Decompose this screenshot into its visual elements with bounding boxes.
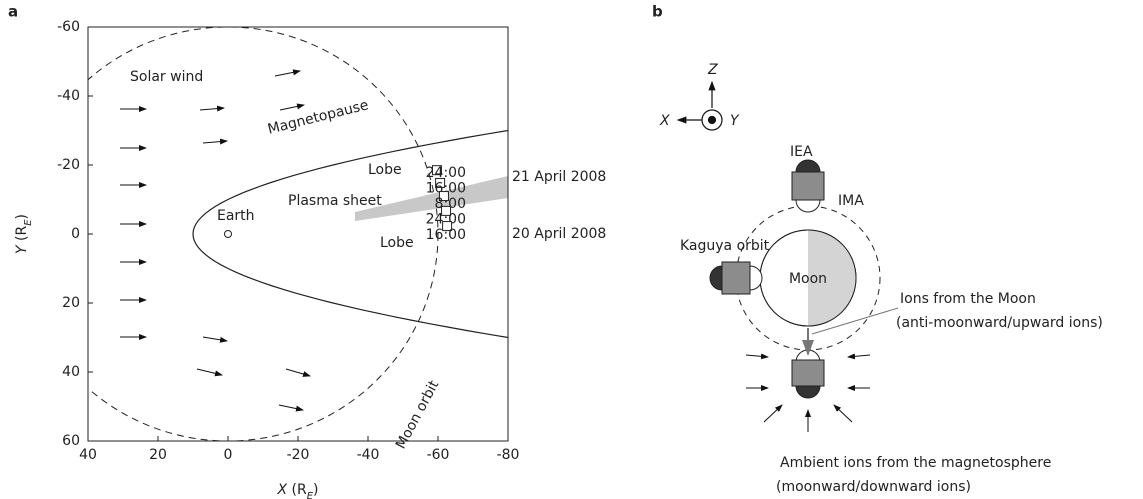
- annotation: Lobe: [368, 162, 402, 178]
- solar-wind-arrow: [279, 405, 303, 410]
- axis-y: Y: [730, 113, 740, 129]
- annotation: Plasma sheet: [288, 193, 382, 209]
- y-tick-label: 40: [62, 364, 80, 380]
- annotation: Magnetopause: [266, 97, 370, 138]
- earth: [225, 231, 232, 238]
- panel-label: a: [8, 3, 18, 21]
- axis-title-part: X: [276, 482, 287, 498]
- ambient-label: Ambient ions from the magnetosphere: [780, 455, 1051, 471]
- y-tick-label: 0: [71, 226, 80, 242]
- instrument-bottom: [792, 350, 824, 398]
- ions-moon-label: (anti-moonward/upward ions): [896, 315, 1103, 331]
- axes-glyph: [678, 82, 722, 130]
- solar-wind-arrow: [203, 141, 227, 143]
- x-tick-label: -80: [497, 447, 520, 463]
- iea-label: IEA: [790, 144, 813, 160]
- axis-z: Z: [707, 62, 718, 78]
- instrument-left: [710, 262, 762, 294]
- y-tick-label: -20: [57, 157, 80, 173]
- panel-label: b: [652, 3, 663, 21]
- ambient-label: (moonward/downward ions): [776, 479, 971, 495]
- x-tick-label: 0: [224, 447, 233, 463]
- axis-title-part: (R: [14, 226, 30, 246]
- y-tick-label: -60: [57, 19, 80, 35]
- ima-label: IMA: [838, 193, 864, 209]
- time-label: 24:00: [426, 165, 466, 181]
- instrument-top: [792, 160, 824, 212]
- figure: a b Z X Y Moon IEA IMA Kaguya orbit Ions…: [0, 0, 1143, 499]
- solar-wind-arrow: [200, 108, 224, 110]
- solar-wind-arrow: [197, 369, 222, 375]
- x-tick-label: 20: [149, 447, 167, 463]
- x_label-title: X (RE): [276, 482, 318, 499]
- magnetopause: [193, 96, 753, 372]
- solar-wind-arrow: [280, 105, 304, 110]
- solar-wind-arrow: [203, 337, 227, 341]
- orbit-label: Kaguya orbit: [680, 238, 770, 254]
- axis-title-part: ): [313, 482, 318, 498]
- x-tick-label: -40: [357, 447, 380, 463]
- solar-wind-arrow: [286, 369, 310, 376]
- y-tick-label: 20: [62, 295, 80, 311]
- solar-wind-arrow: [275, 71, 300, 76]
- annotation: Earth: [217, 208, 255, 224]
- x-tick-label: 40: [79, 447, 97, 463]
- axis-title-part: ): [14, 214, 30, 219]
- y-tick-label: 60: [62, 433, 80, 449]
- x-tick-label: -60: [427, 447, 450, 463]
- date-label: 21 April 2008: [512, 169, 606, 185]
- date-label: 20 April 2008: [512, 226, 606, 242]
- time-label: 16:00: [426, 227, 466, 243]
- annotation: Lobe: [380, 235, 414, 251]
- axis-title-part: (R: [287, 482, 307, 498]
- y-tick-label: -40: [57, 88, 80, 104]
- axis-x: X: [659, 113, 670, 129]
- annotation: Solar wind: [130, 69, 203, 85]
- plot-area: [18, 27, 753, 441]
- ions-moon-label: Ions from the Moon: [900, 291, 1036, 307]
- moon-label: Moon: [789, 271, 827, 287]
- x-tick-label: -20: [287, 447, 310, 463]
- y_label-title: Y (RE): [14, 214, 34, 254]
